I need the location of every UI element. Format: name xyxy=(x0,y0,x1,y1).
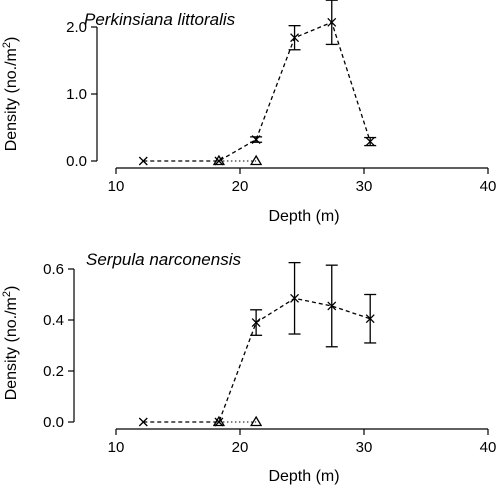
data-point-x xyxy=(251,318,261,328)
x-tick-label: 30 xyxy=(356,178,373,195)
x-tick-label: 40 xyxy=(480,439,497,456)
y-tick-label: 1.0 xyxy=(66,86,87,103)
data-point-x xyxy=(327,301,337,311)
data-point-x xyxy=(290,293,300,303)
y-tick-label: 0.0 xyxy=(66,153,87,170)
x-tick-label: 10 xyxy=(108,178,125,195)
data-point-triangle xyxy=(212,415,226,427)
y-tick-label: 2.0 xyxy=(66,19,87,36)
panel-title: Perkinsiana littoralis xyxy=(84,10,236,29)
data-point-x xyxy=(365,137,375,147)
x-tick-label: 30 xyxy=(356,439,373,456)
x-axis-title: Depth (m) xyxy=(268,208,339,225)
x-tick-label: 40 xyxy=(480,178,497,195)
data-point-x xyxy=(327,17,337,27)
data-point-x xyxy=(365,314,375,324)
x-tick-label: 20 xyxy=(232,439,249,456)
data-point-x xyxy=(251,135,261,145)
data-point-x xyxy=(290,33,300,43)
data-point-x xyxy=(138,417,148,427)
panel-title: Serpula narconensis xyxy=(86,250,241,269)
x-axis-title: Depth (m) xyxy=(268,468,339,485)
y-tick-label: 0.2 xyxy=(43,363,64,380)
y-axis-title: Density (no./m2) xyxy=(1,286,20,401)
y-tick-label: 0.6 xyxy=(43,261,64,278)
data-point-triangle xyxy=(249,154,263,166)
data-point-triangle xyxy=(249,415,263,427)
panel-perkinsiana: Perkinsiana littoralis Depth (m) Density… xyxy=(1,0,496,225)
series-line xyxy=(143,21,371,162)
data-point-x xyxy=(138,156,148,166)
y-tick-label: 0.0 xyxy=(43,414,64,431)
data-point-triangle xyxy=(212,154,226,166)
x-tick-label: 20 xyxy=(232,178,249,195)
panel-serpula: Serpula narconensis Depth (m) Density (n… xyxy=(1,250,496,485)
plot-area: 10 20 30 40 0.0 1.0 2.0 xyxy=(66,0,496,195)
series-line xyxy=(143,297,371,423)
y-tick-label: 0.4 xyxy=(43,312,64,329)
y-axis-title: Density (no./m2) xyxy=(1,37,20,152)
plot-area: 10 20 30 40 0.0 0.2 0.4 0.6 xyxy=(43,261,496,456)
x-tick-label: 10 xyxy=(108,439,125,456)
